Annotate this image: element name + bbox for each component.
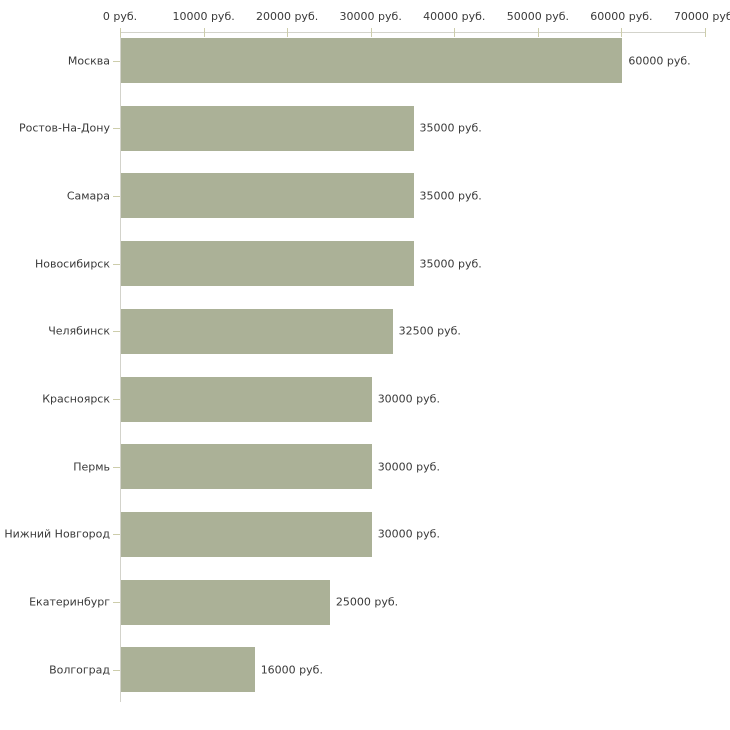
category-label: Пермь (73, 460, 110, 474)
x-axis-line (120, 32, 706, 33)
bar (121, 511, 372, 557)
y-axis-tick (113, 602, 120, 603)
x-axis-tick-label: 60000 руб. (590, 10, 653, 23)
category-label: Самара (66, 189, 110, 203)
category-label: Москва (67, 54, 110, 67)
value-label: 16000 руб. (260, 663, 323, 677)
x-axis-tick (621, 28, 623, 37)
bar (121, 38, 623, 83)
value-label: 30000 руб. (377, 460, 440, 474)
x-axis-tick (705, 28, 706, 37)
bar (121, 444, 372, 490)
category-label: Ростов-На-Дону (18, 121, 110, 135)
value-label: 35000 руб. (419, 189, 482, 203)
x-axis-tick-label: 40000 руб. (423, 10, 486, 23)
value-label: 35000 руб. (419, 257, 482, 271)
y-axis-tick (113, 467, 120, 468)
bar (121, 647, 255, 693)
category-label: Волгоград (49, 663, 110, 677)
x-axis-tick-label: 30000 руб. (339, 10, 402, 23)
x-axis-tick-label: 70000 руб. (673, 10, 730, 23)
x-axis-tick (537, 28, 539, 37)
x-axis-tick (370, 28, 372, 37)
value-label: 25000 руб. (335, 595, 399, 609)
y-axis-tick (113, 264, 120, 265)
value-label: 32500 руб. (398, 324, 461, 338)
y-axis-tick (113, 128, 120, 129)
bar (121, 308, 393, 354)
x-axis-tick-label: 20000 руб. (255, 10, 319, 23)
y-axis-tick (113, 670, 120, 671)
x-axis-tick (287, 28, 289, 37)
value-label: 30000 руб. (377, 392, 440, 406)
bar (121, 105, 414, 151)
category-label: Нижний Новгород (4, 527, 110, 541)
bar (121, 376, 372, 422)
x-axis-tick (120, 28, 121, 37)
y-axis-tick (113, 534, 120, 535)
bar (121, 579, 330, 625)
x-axis-tick-label: 10000 руб. (172, 10, 235, 23)
x-axis-tick-label: 50000 руб. (506, 10, 570, 23)
value-label: 60000 руб. (628, 54, 691, 67)
y-axis-tick (113, 196, 120, 197)
y-axis-tick (113, 61, 120, 62)
y-axis-tick (113, 331, 120, 332)
x-axis-tick (454, 28, 456, 37)
x-axis-tick (203, 28, 205, 37)
category-label: Новосибирск (34, 257, 110, 271)
bar (121, 173, 414, 219)
category-label: Красноярск (42, 392, 110, 406)
value-label: 35000 руб. (419, 121, 482, 135)
bar (121, 241, 414, 287)
y-axis-line (120, 32, 121, 702)
value-label: 30000 руб. (377, 527, 440, 541)
y-axis-tick (113, 399, 120, 400)
x-axis-tick-label: 0 руб. (102, 10, 138, 23)
category-label: Екатеринбург (29, 595, 110, 609)
category-label: Челябинск (48, 324, 110, 338)
